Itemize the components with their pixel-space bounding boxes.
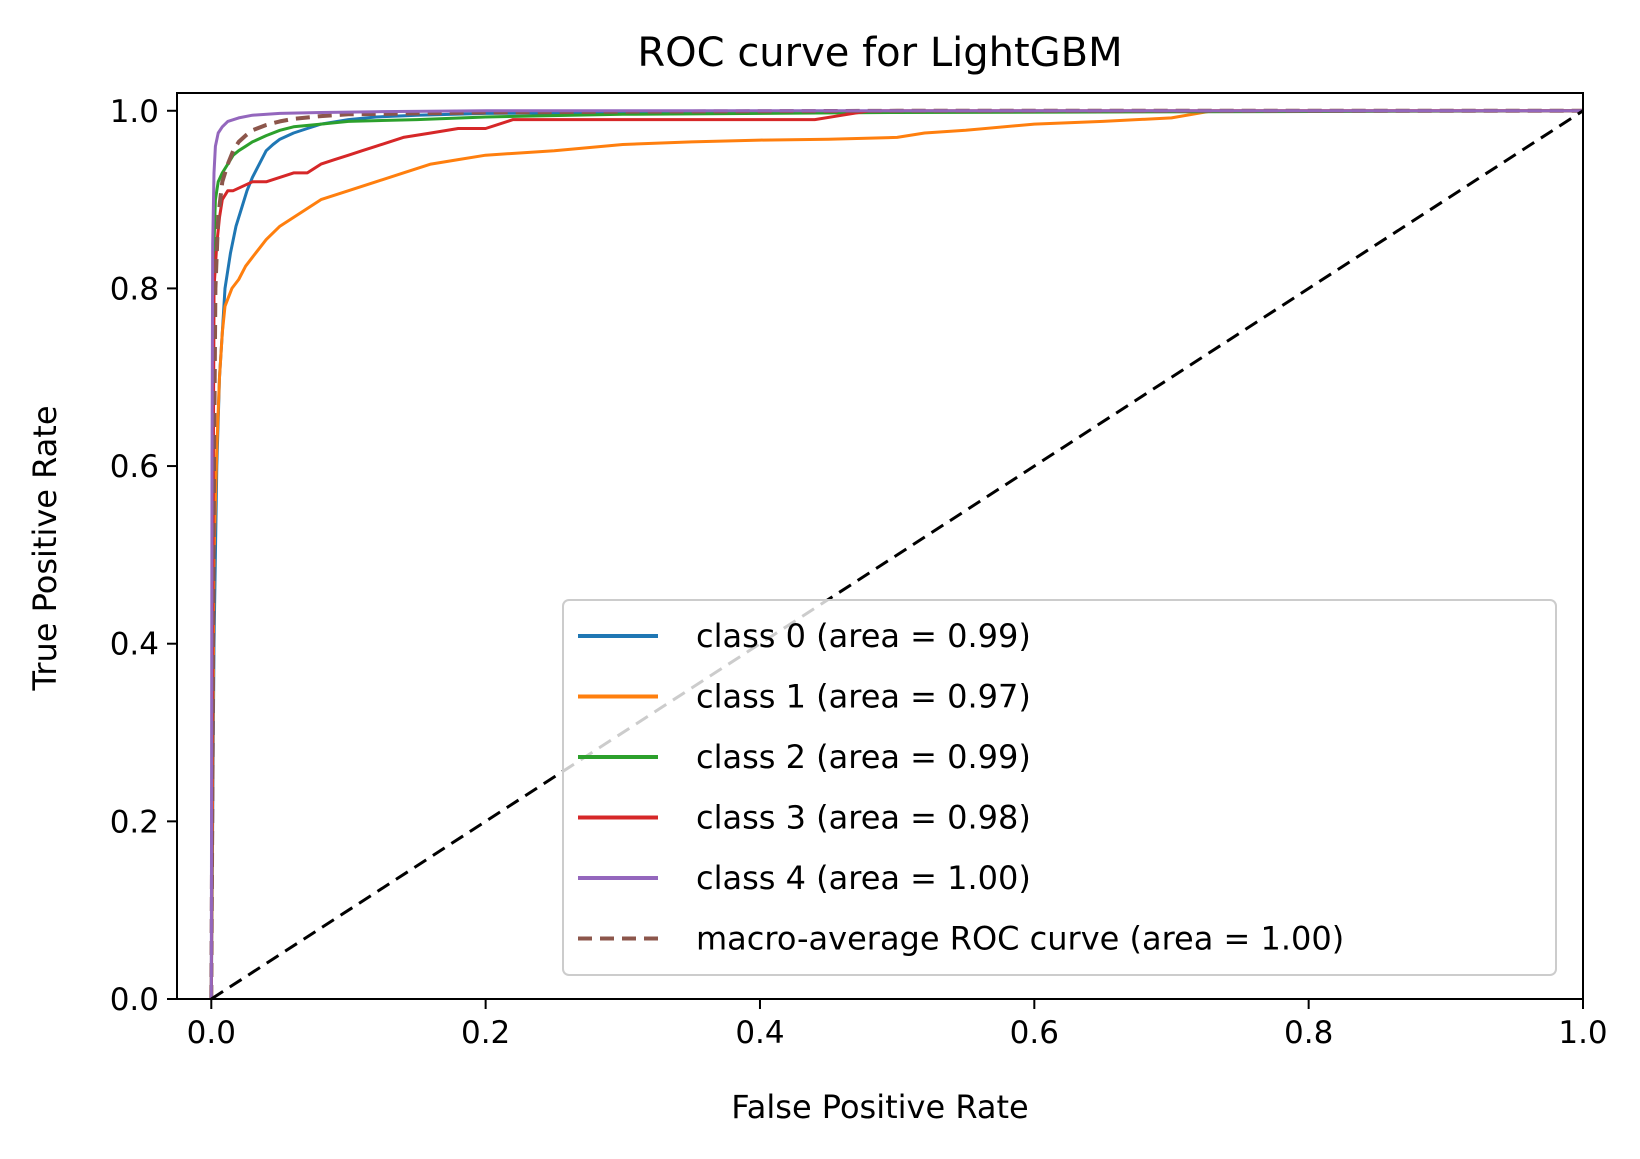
legend-box [562,599,1557,976]
series-line-2 [209,109,1584,1000]
x-tick-label: 0.2 [461,1015,510,1051]
y-tick-label: 0.6 [110,449,159,485]
y-tick-label: 1.0 [110,94,159,130]
x-axis-label: False Positive Rate [731,1088,1028,1126]
legend-label: class 3 (area = 0.98) [696,799,1031,837]
chart-title: ROC curve for LightGBM [637,30,1122,76]
series-line-5 [209,108,1583,1000]
series-line-1 [209,109,1583,1000]
x-tick-label: 1.0 [1558,1015,1607,1051]
x-tick-label: 0.6 [1010,1015,1059,1051]
y-tick-label: 0.4 [110,627,159,663]
y-axis-label: True Positive Rate [26,405,64,691]
series-line-4 [209,109,1583,1000]
y-tick-label: 0.8 [110,271,159,307]
legend-label: class 2 (area = 0.99) [696,738,1031,776]
plot-frame [176,92,1584,1000]
x-tick-label: 0.0 [187,1015,236,1051]
legend-label: macro-average ROC curve (area = 1.00) [696,920,1344,958]
axis-ticks: 0.0 0.2 0.4 0.6 0.8 1.0 0.0 0.2 0.4 0.6 0.8 1.0 [110,94,1608,1051]
legend-label: class 1 (area = 0.97) [696,678,1031,716]
x-tick-label: 0.8 [1284,1015,1333,1051]
chance-line [210,109,1584,1001]
y-tick-label: 0.0 [110,982,159,1018]
legend: class 0 (area = 0.99) class 1 (area = 0.9… [562,599,1557,976]
series-layer [209,108,1584,1001]
y-tick-label: 0.2 [110,804,159,840]
legend-label: class 4 (area = 1.00) [696,859,1031,897]
x-tick-label: 0.4 [735,1015,784,1051]
legend-label: class 0 (area = 0.99) [696,617,1031,655]
series-line-3 [209,109,1583,1000]
